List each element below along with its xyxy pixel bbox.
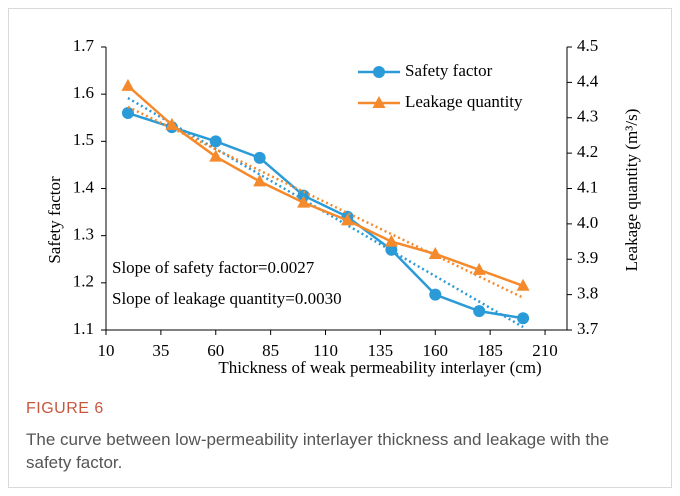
caption-text: The curve between low-permeability inter… <box>26 430 610 472</box>
marker <box>517 312 530 325</box>
y2-axis-label: Leakage quantity (m³/s) <box>622 109 641 272</box>
y2-tick-label: 4.4 <box>577 71 599 90</box>
series-line <box>127 111 524 320</box>
y2-tick-label: 3.8 <box>577 284 598 303</box>
marker <box>472 262 486 275</box>
legend-label: Leakage quantity <box>405 92 523 111</box>
annotation: Slope of safety factor=0.0027 <box>112 258 315 277</box>
caption-label: FIGURE 6 <box>26 400 104 417</box>
chart: 1.1 1.2 1.3 1.4 1.5 1.6 1.7 3.7 3.8 3.9 4.0 4.1 4.2 4… <box>45 36 641 377</box>
series-line <box>127 84 524 287</box>
marker <box>428 246 442 259</box>
marker <box>297 189 310 202</box>
legend-marker <box>372 96 386 108</box>
trendline <box>127 96 524 329</box>
y-tick-label: 1.6 <box>73 83 94 102</box>
y-tick-label: 1.5 <box>73 130 94 149</box>
y2-tick-label: 4.5 <box>577 36 598 55</box>
annotation: Slope of leakage quantity=0.0030 <box>112 289 342 308</box>
x-tick-label: 60 <box>207 341 224 360</box>
marker <box>429 288 442 301</box>
x-tick-label: 85 <box>262 341 279 360</box>
marker <box>121 107 134 120</box>
marker <box>253 151 266 164</box>
y2-tick-label: 3.9 <box>577 248 598 267</box>
legend-label: Safety factor <box>405 61 493 80</box>
marker <box>340 213 354 226</box>
y-tick-label: 1.3 <box>73 225 94 244</box>
marker <box>385 243 398 256</box>
y-tick-label: 1.7 <box>73 36 95 55</box>
y2-tick-label: 4.1 <box>577 177 598 196</box>
x-axis-label: Thickness of weak permeability interlaye… <box>218 358 541 377</box>
y-tick-label: 1.1 <box>73 319 94 338</box>
marker <box>121 78 135 91</box>
x-tick-label: 185 <box>477 341 503 360</box>
y2-tick-label: 4.3 <box>577 107 598 126</box>
marker <box>473 305 486 318</box>
y-tick-label: 1.4 <box>73 177 95 196</box>
trendline <box>127 105 524 299</box>
y2-tick-label: 3.7 <box>577 319 599 338</box>
x-tick-label: 110 <box>313 341 338 360</box>
marker <box>209 149 223 162</box>
marker <box>209 135 222 148</box>
y-axis-label: Safety factor <box>45 176 64 264</box>
marker <box>516 278 530 291</box>
x-tick-label: 10 <box>98 341 115 360</box>
marker <box>384 234 398 247</box>
y2-tick-label: 4.0 <box>577 213 598 232</box>
x-tick-label: 160 <box>423 341 449 360</box>
marker <box>253 174 267 187</box>
marker <box>297 195 311 208</box>
marker <box>165 117 179 130</box>
figure-frame <box>8 8 672 488</box>
y-tick-label: 1.2 <box>73 272 94 291</box>
x-tick-label: 210 <box>532 341 558 360</box>
x-tick-label: 135 <box>368 341 394 360</box>
y2-tick-label: 4.2 <box>577 142 598 161</box>
x-tick-label: 35 <box>152 341 169 360</box>
legend-marker <box>373 66 385 78</box>
